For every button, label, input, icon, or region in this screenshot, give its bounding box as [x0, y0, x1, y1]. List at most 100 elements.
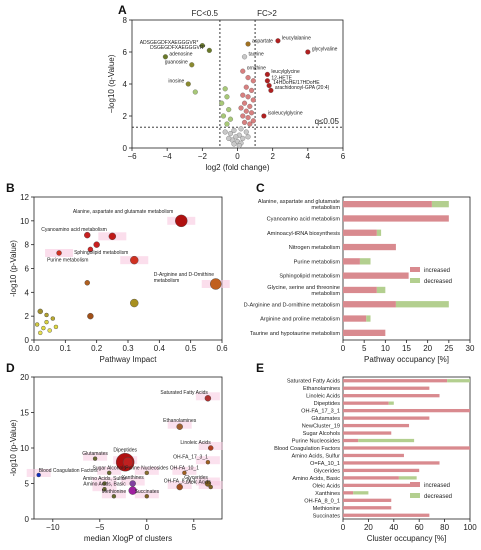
panel-c: Alanine, aspartate and glutamate metaboli…: [244, 196, 475, 364]
bar-increased: [343, 215, 449, 222]
point-label: ADSGEGDFXAEGGGVR*: [140, 40, 199, 46]
bar-increased: [343, 483, 420, 488]
x-tick-label: 0.2: [91, 344, 103, 353]
category-label: OH-FA_8_0_1: [304, 498, 340, 504]
category-label: Glycine, serine and threonine: [267, 285, 340, 291]
volcano-point: [222, 129, 228, 135]
x-tick-label: 0.6: [216, 344, 228, 353]
point-label: Purine Nucleosides: [125, 465, 169, 471]
pathway-point: [47, 328, 52, 333]
bar-increased: [343, 431, 392, 435]
volcano-point: [247, 121, 253, 127]
point-label: Sphingolipid metabolism: [74, 250, 128, 256]
bar-decreased: [447, 379, 470, 383]
legend-label: decreased: [424, 279, 452, 285]
volcano-point: [249, 110, 255, 116]
panel-d: −10 −5 0 5 0 5 10 15 20 median XlogP of clusters -…: [9, 373, 223, 543]
x-axis-label: median XlogP of clusters: [84, 534, 172, 543]
volcano-point: [240, 92, 246, 98]
pathway-point: [84, 231, 91, 239]
point-label: Sugar Alcohols: [93, 465, 127, 471]
bar-decreased: [359, 258, 371, 265]
y-axis-label: -log10 (p-Value): [9, 240, 18, 297]
point-label: taurine: [249, 51, 265, 57]
y-tick-label: 10: [20, 444, 29, 453]
volcano-point: [238, 105, 244, 111]
volcano-point: [250, 118, 256, 124]
x-tick-label: 0.1: [60, 344, 72, 353]
x-tick-label: 6: [341, 152, 346, 161]
x-axis-label: Pathway Impact: [100, 355, 158, 364]
pathway-point: [56, 250, 62, 256]
y-tick-label: 0: [25, 336, 30, 345]
y-tick-label: 6: [25, 265, 30, 274]
volcano-point: [266, 83, 272, 89]
cluster-point: [204, 395, 212, 402]
volcano-point: [305, 49, 311, 55]
x-tick-label: 0.3: [122, 344, 134, 353]
point-label: Glutamates: [82, 451, 108, 457]
point-label: Amino Acids, Basic: [83, 482, 126, 488]
panel-label-a: A: [118, 3, 127, 17]
category-label: Succinates: [313, 513, 341, 519]
pathway-point: [93, 241, 100, 248]
point-label: metabolism: [154, 278, 180, 284]
bar-increased: [343, 416, 430, 420]
point-label: Glycerides: [184, 475, 208, 481]
category-label: metabolism: [311, 291, 340, 297]
legend-label: increased: [424, 483, 450, 489]
y-tick-label: 10: [20, 217, 29, 226]
category-label: Arginine and proline metabolism: [260, 317, 340, 323]
category-label: Cyanoamino acid metabolism: [267, 216, 341, 222]
point-label: 12-HETE: [271, 75, 292, 81]
cluster-point: [128, 486, 137, 495]
bar-decreased: [398, 476, 417, 480]
bar-increased: [343, 438, 359, 443]
bar-increased: [343, 461, 440, 465]
point-label: Oleic Acids: [186, 480, 211, 486]
bar-increased: [343, 301, 396, 308]
pathway-point: [87, 246, 94, 253]
category-label: Linoleic Acids: [306, 394, 340, 400]
volcano-point: [243, 129, 249, 135]
point-label: Xanthines: [122, 475, 145, 481]
volcano-point: [261, 113, 267, 119]
y-tick-label: 4: [25, 288, 30, 297]
panel-a: −6 −4 −2 0 2 4 6 0 2 4 6 8 log2 (fold change) −log10 …: [107, 9, 346, 172]
cluster-point: [92, 456, 98, 461]
category-label: Nitrogen metabolism: [289, 245, 341, 251]
bar-increased: [343, 513, 430, 517]
volcano-point: [243, 84, 249, 90]
legend-swatch: [410, 493, 420, 498]
point-label: guanosine: [165, 59, 188, 65]
cluster-point: [36, 472, 41, 478]
bar-increased: [343, 498, 392, 502]
threshold-label-fc-high: FC>2: [257, 9, 277, 18]
panel-label-d: D: [6, 361, 15, 375]
pathway-point: [41, 325, 46, 331]
volcano-point: [245, 41, 251, 47]
y-tick-label: 5: [25, 480, 30, 489]
cluster-point: [106, 470, 112, 476]
cluster-point: [176, 423, 183, 430]
bar-increased: [343, 229, 377, 236]
bar-decreased: [366, 315, 371, 322]
volcano-point: [224, 121, 230, 127]
bar-increased: [343, 491, 354, 495]
x-tick-label: 0.4: [154, 344, 166, 353]
bar-increased: [343, 272, 409, 279]
bar-increased: [343, 258, 360, 265]
volcano-point: [220, 113, 226, 119]
volcano-point: [241, 119, 248, 125]
x-tick-label: −6: [127, 152, 137, 161]
y-tick-label: 4: [123, 80, 128, 89]
bar-increased: [343, 201, 432, 208]
category-label: Alanine, aspartate and glutamate: [258, 199, 340, 205]
category-label: Amino Acids, Sulfur: [292, 453, 341, 459]
volcano-point: [224, 94, 230, 100]
volcano-point: [240, 68, 246, 74]
volcano-point: [241, 100, 248, 106]
x-tick-label: 15: [402, 344, 411, 353]
threshold-label-fc-low: FC<0.5: [191, 9, 218, 18]
